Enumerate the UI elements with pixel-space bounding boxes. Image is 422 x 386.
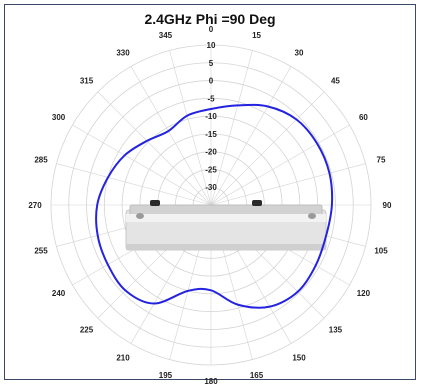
radial-tick-label: 5 <box>209 59 214 68</box>
angle-tick-label: 330 <box>116 49 130 58</box>
radial-tick-label: -25 <box>205 165 217 174</box>
angle-tick-label: 240 <box>52 289 66 298</box>
chart-title: 2.4GHz Phi =90 Deg <box>144 11 276 27</box>
device-image <box>125 200 327 251</box>
angle-tick-label: 270 <box>28 201 42 210</box>
angle-tick-label: 300 <box>52 113 66 122</box>
angle-tick-label: 135 <box>329 325 343 334</box>
angle-tick-label: 105 <box>374 247 388 256</box>
radial-tick-label: -20 <box>205 148 217 157</box>
angle-tick-label: 255 <box>34 247 48 256</box>
chart-frame: 2.4GHz Phi =90 Deg <box>4 4 416 380</box>
angle-tick-label: 225 <box>80 325 94 334</box>
radial-tick-label: -5 <box>207 94 215 103</box>
radial-tick-label: -15 <box>205 130 217 139</box>
angle-tick-label: 210 <box>116 353 130 362</box>
grid-spoke <box>210 66 292 206</box>
grid-spoke <box>210 91 325 206</box>
series-line <box>95 103 334 309</box>
angle-tick-label: 30 <box>295 49 304 58</box>
angle-tick-label: 45 <box>331 77 340 86</box>
grid-spoke <box>130 66 212 206</box>
grid-spoke <box>72 124 212 206</box>
radial-labels: 10 5 0 -5 -10 -15 -20 -25 -30 <box>205 41 217 192</box>
grid-spoke <box>97 91 212 206</box>
angle-tick-label: 60 <box>359 113 368 122</box>
angle-tick-label: 345 <box>159 31 173 40</box>
angle-tick-label: 90 <box>383 201 392 210</box>
radial-tick-label: 0 <box>209 77 214 86</box>
radial-tick-label: -30 <box>205 183 217 192</box>
angle-tick-label: 150 <box>292 353 306 362</box>
series-layer <box>95 103 334 309</box>
angle-tick-label: 15 <box>252 31 261 40</box>
angle-tick-label: 315 <box>80 77 94 86</box>
angle-labels: 0153045607590105120135150165180195210225… <box>28 25 392 386</box>
angle-tick-label: 120 <box>357 289 371 298</box>
angle-tick-label: 285 <box>34 155 48 164</box>
angle-tick-label: 0 <box>209 25 214 34</box>
angle-tick-label: 195 <box>159 371 173 380</box>
grid-spoke <box>210 124 350 206</box>
grid-spoke <box>210 163 366 206</box>
grid-spoke <box>169 50 212 206</box>
radial-tick-label: -10 <box>205 112 217 121</box>
radial-tick-label: 10 <box>207 41 216 50</box>
angle-tick-label: 165 <box>250 371 264 380</box>
angle-tick-label: 75 <box>377 155 386 164</box>
grid-spoke <box>56 163 212 206</box>
angle-tick-label: 180 <box>204 377 218 386</box>
grid-spoke <box>210 50 253 206</box>
